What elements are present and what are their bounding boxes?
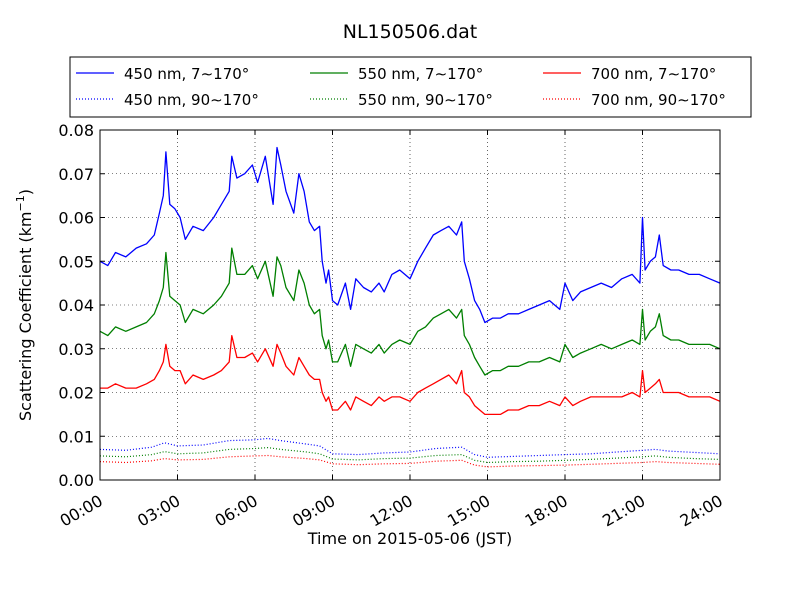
y-tick-label: 0.00 bbox=[58, 471, 94, 490]
series-layer bbox=[100, 146, 720, 468]
series-line-1 bbox=[100, 247, 720, 376]
series-line-0 bbox=[100, 146, 720, 324]
y-tick-label: 0.01 bbox=[58, 427, 94, 446]
legend-label: 700 nm, 90∼170° bbox=[591, 91, 726, 109]
legend-label: 550 nm, 7∼170° bbox=[358, 65, 483, 83]
series-line-2 bbox=[100, 334, 720, 416]
y-axis-label-main: Scattering Coefficient (km bbox=[16, 211, 35, 421]
y-tick-label: 0.08 bbox=[58, 121, 94, 140]
legend-items: 450 nm, 7∼170° 550 nm, 7∼170° 700 nm, 7∼17… bbox=[76, 65, 726, 109]
legend-frame bbox=[69, 56, 752, 118]
x-axis-label: Time on 2015-05-06 (JST) bbox=[307, 529, 512, 548]
legend-label: 550 nm, 90∼170° bbox=[358, 91, 493, 109]
y-tick-label: 0.02 bbox=[58, 384, 94, 403]
y-axis-label-close: ) bbox=[16, 189, 35, 195]
legend: 450 nm, 7∼170° 550 nm, 7∼170° 700 nm, 7∼17… bbox=[69, 56, 752, 118]
series-line-4 bbox=[100, 447, 720, 464]
grid bbox=[100, 130, 720, 480]
y-axis-label: Scattering Coefficient (km−1) bbox=[14, 189, 35, 421]
y-tick-label: 0.05 bbox=[58, 252, 94, 271]
legend-label: 450 nm, 90∼170° bbox=[124, 91, 259, 109]
y-axis-label-superscript: −1 bbox=[14, 195, 27, 211]
y-tick-label: 0.03 bbox=[58, 340, 94, 359]
y-tick-label: 0.07 bbox=[58, 165, 94, 184]
series-line-3 bbox=[100, 437, 720, 458]
legend-label: 700 nm, 7∼170° bbox=[591, 65, 716, 83]
chart-title: NL150506.dat bbox=[343, 21, 478, 43]
legend-label: 450 nm, 7∼170° bbox=[124, 65, 249, 83]
plot-area: 00:00 03:00 06:00 09:00 12:00 15:00 18:00 21:00… bbox=[57, 121, 726, 531]
series-line-5 bbox=[100, 454, 720, 468]
y-tick-label: 0.06 bbox=[58, 209, 94, 228]
y-tick-label: 0.04 bbox=[58, 296, 94, 315]
